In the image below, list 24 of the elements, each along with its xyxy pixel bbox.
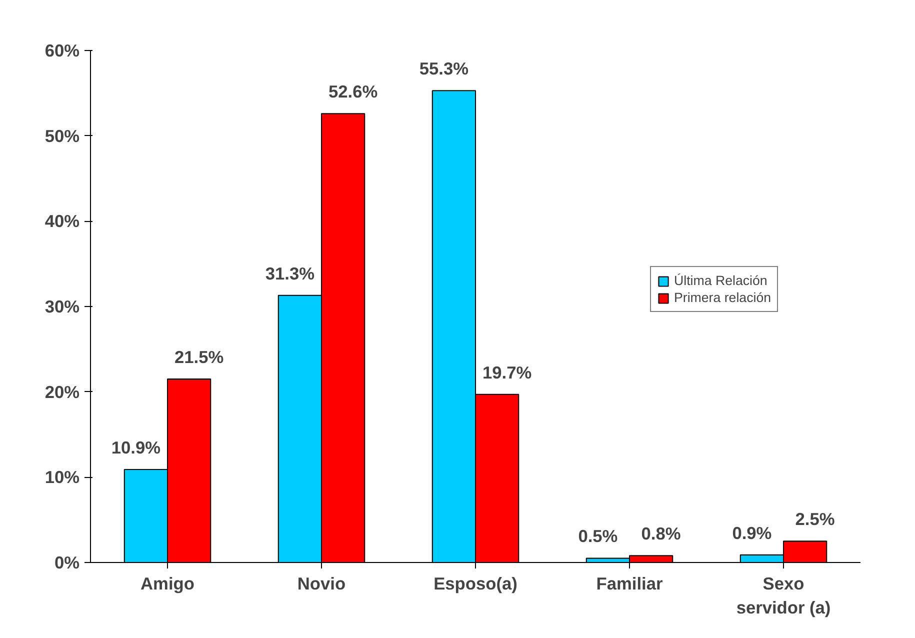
- y-tick-label: 60%: [44, 40, 80, 60]
- data-label: 0.9%: [732, 522, 772, 543]
- data-label: 55.3%: [419, 58, 469, 79]
- y-tick-label: 40%: [44, 211, 80, 232]
- x-tick-label: Amigo: [140, 574, 194, 594]
- legend-label: Última Relación: [674, 273, 768, 288]
- data-label: 10.9%: [111, 437, 161, 458]
- data-label: 19.7%: [482, 362, 532, 382]
- x-tick-label: Esposo(a): [434, 574, 518, 594]
- y-tick-label: 0%: [54, 552, 80, 572]
- data-label: 21.5%: [174, 347, 224, 368]
- x-tick-label: Novio: [297, 574, 346, 594]
- data-label: 0.5%: [578, 526, 618, 546]
- x-tick-label: Familiar: [596, 574, 663, 594]
- data-label: 2.5%: [795, 509, 835, 530]
- data-label: 0.8%: [641, 524, 681, 544]
- y-tick-label: 50%: [44, 126, 80, 146]
- legend-label: Primera relación: [674, 290, 772, 305]
- data-label: 31.3%: [265, 263, 315, 284]
- y-tick-label: 30%: [44, 296, 80, 316]
- x-tick-label: Sexo servidor (a): [736, 574, 831, 618]
- data-label: 52.6%: [328, 82, 378, 102]
- y-tick-label: 10%: [44, 467, 80, 488]
- y-tick-label: 20%: [44, 382, 80, 402]
